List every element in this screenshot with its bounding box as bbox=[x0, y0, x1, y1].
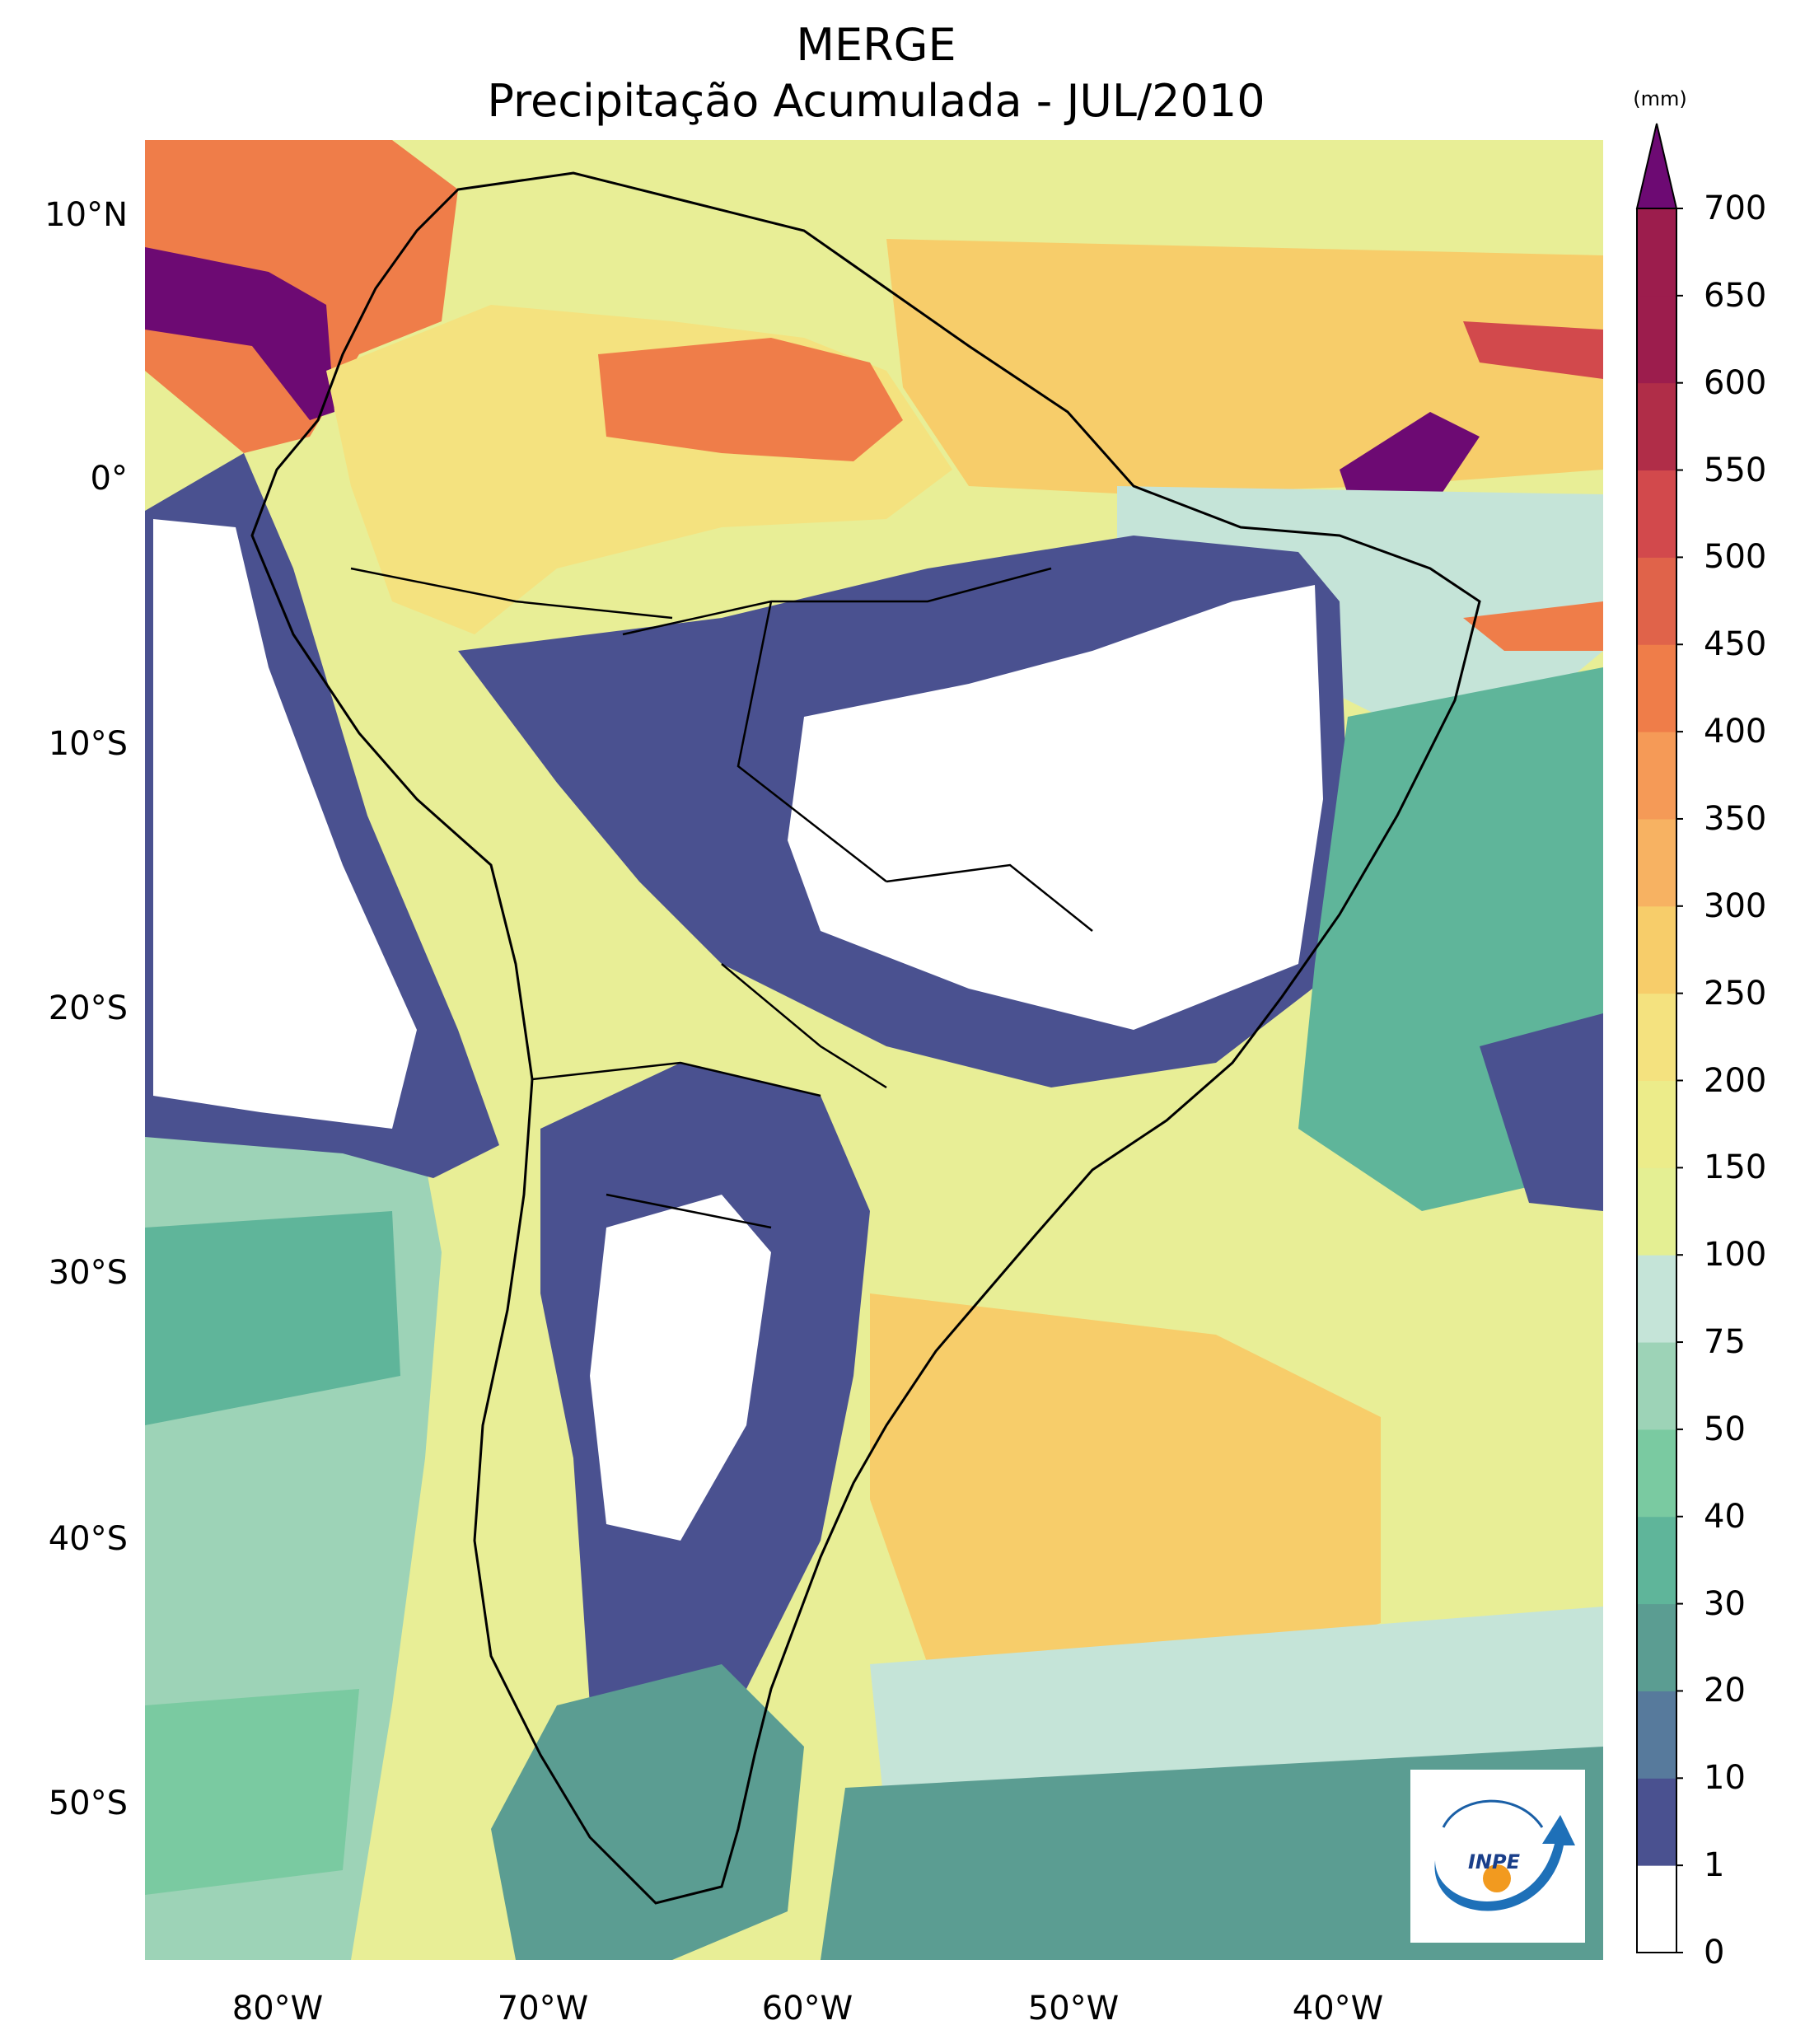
precip-zone-nw-extreme bbox=[145, 247, 334, 420]
precip-zone-ne-coast-wet bbox=[1463, 601, 1603, 651]
precip-zone-central-veryDry bbox=[788, 585, 1323, 1030]
colorbar-bin bbox=[1637, 905, 1676, 994]
colorbar-bin bbox=[1637, 1865, 1676, 1953]
lat-label-20s: 20°S bbox=[48, 989, 128, 1027]
colorbar-bin bbox=[1637, 382, 1676, 471]
precip-zone-itcz-east bbox=[1463, 321, 1603, 379]
lon-label-50w: 50°W bbox=[1027, 1990, 1120, 2028]
lon-label-80w: 80°W bbox=[231, 1990, 324, 2028]
continent-outline bbox=[250, 171, 1481, 1905]
colorbar-bin bbox=[1637, 993, 1676, 1081]
colorbar-bin bbox=[1637, 470, 1676, 558]
lat-label-10n: 10°N bbox=[44, 196, 128, 234]
colorbar-tick-label: 50 bbox=[1704, 1410, 1746, 1448]
colorbar-tick-label: 10 bbox=[1704, 1759, 1746, 1798]
precip-zone-south-atlantic-wet bbox=[870, 1293, 1381, 1705]
colorbar-bin bbox=[1637, 1342, 1676, 1430]
colorbar-tick-label: 150 bbox=[1704, 1148, 1767, 1187]
colorbar-tick-label: 30 bbox=[1704, 1584, 1746, 1623]
precipitation-map bbox=[145, 140, 1603, 1960]
colorbar-bin bbox=[1637, 1080, 1676, 1168]
national-borders bbox=[350, 567, 1093, 1229]
colorbar-bin bbox=[1637, 732, 1676, 820]
lon-label-70w: 70°W bbox=[497, 1990, 589, 2028]
inpe-logo: INPE bbox=[1410, 1770, 1585, 1943]
colorbar bbox=[1635, 123, 1683, 1953]
precip-zone-patagonia bbox=[491, 1664, 804, 1960]
precip-zone-pacific-veryDry bbox=[153, 519, 417, 1129]
colorbar-tick-label: 400 bbox=[1704, 713, 1767, 751]
precip-zone-itcz bbox=[886, 239, 1603, 494]
colorbar-tick-label: 250 bbox=[1704, 974, 1767, 1013]
colorbar-tick-label: 500 bbox=[1704, 538, 1767, 577]
inpe-logo-icon: INPE bbox=[1434, 1799, 1575, 1911]
colorbar-tick-label: 200 bbox=[1704, 1061, 1767, 1100]
colorbar-tick-label: 300 bbox=[1704, 886, 1767, 925]
colorbar-bin bbox=[1637, 644, 1676, 732]
colorbar-tick-label: 650 bbox=[1704, 276, 1767, 315]
precip-zone-se-atlantic-dry bbox=[1480, 1013, 1603, 1211]
lat-label-40s: 40°S bbox=[48, 1520, 128, 1558]
colorbar-bin bbox=[1637, 1167, 1676, 1256]
colorbar-unit: (mm) bbox=[1633, 87, 1687, 110]
lat-label-50s: 50°S bbox=[48, 1784, 128, 1822]
colorbar-tick-label: 100 bbox=[1704, 1236, 1767, 1275]
lon-label-40w: 40°W bbox=[1292, 1990, 1384, 2028]
colorbar-bin bbox=[1637, 1516, 1676, 1605]
colorbar-tick-label: 700 bbox=[1704, 189, 1767, 227]
logo-text: INPE bbox=[1468, 1850, 1521, 1873]
colorbar-tick-label: 550 bbox=[1704, 451, 1767, 489]
colorbar-extend-arrow bbox=[1635, 123, 1678, 209]
lat-label-10s: 10°S bbox=[48, 725, 128, 763]
precip-zone-pacific-band2 bbox=[145, 1689, 359, 1895]
colorbar-tick-label: 40 bbox=[1704, 1497, 1746, 1536]
colorbar-bin bbox=[1637, 1255, 1676, 1343]
colorbar-bin bbox=[1637, 818, 1676, 907]
colorbar-bin bbox=[1637, 1603, 1676, 1691]
colorbar-tick-label: 1 bbox=[1704, 1846, 1725, 1885]
lat-label-30s: 30°S bbox=[48, 1254, 128, 1292]
colorbar-tick-label: 20 bbox=[1704, 1672, 1746, 1710]
precip-zone-guiana-wet bbox=[598, 338, 903, 461]
colorbar-bin bbox=[1637, 208, 1676, 297]
map-subtitle: Precipitação Acumulada - JUL/2010 bbox=[487, 75, 1265, 127]
colorbar-tick-label: 450 bbox=[1704, 625, 1767, 664]
precip-zone-south-atlantic-far bbox=[821, 1747, 1603, 1960]
precip-zone-pacific-band bbox=[145, 1211, 400, 1425]
colorbar-bin bbox=[1637, 1691, 1676, 1779]
colorbar-tick-label: 600 bbox=[1704, 363, 1767, 402]
colorbar-bin bbox=[1637, 557, 1676, 645]
colorbar-bin bbox=[1637, 1778, 1676, 1866]
colorbar-bin bbox=[1637, 295, 1676, 384]
map-title: MERGE bbox=[796, 19, 956, 71]
colorbar-tick-label: 0 bbox=[1704, 1934, 1725, 1972]
lat-label-0: 0° bbox=[90, 460, 128, 498]
colorbar-bin bbox=[1637, 1429, 1676, 1518]
colorbar-tick-label: 350 bbox=[1704, 799, 1767, 838]
colorbar-tick-label: 75 bbox=[1704, 1323, 1746, 1362]
lon-label-60w: 60°W bbox=[761, 1990, 853, 2028]
precip-zone-andes-south-veryDry bbox=[590, 1195, 771, 1541]
